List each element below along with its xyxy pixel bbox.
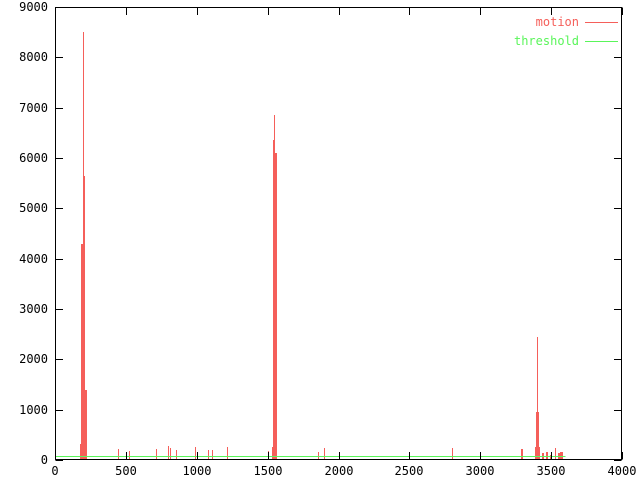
legend-item-threshold: threshold bbox=[514, 32, 618, 51]
svg-text:2000: 2000 bbox=[19, 352, 48, 366]
svg-text:500: 500 bbox=[115, 464, 137, 478]
legend-line-motion-icon bbox=[585, 22, 618, 23]
svg-text:0: 0 bbox=[51, 464, 58, 478]
svg-text:4000: 4000 bbox=[608, 464, 637, 478]
svg-text:1500: 1500 bbox=[254, 464, 283, 478]
svg-text:1000: 1000 bbox=[19, 403, 48, 417]
svg-text:3000: 3000 bbox=[466, 464, 495, 478]
legend-item-motion: motion bbox=[514, 13, 618, 32]
svg-text:5000: 5000 bbox=[19, 201, 48, 215]
svg-text:7000: 7000 bbox=[19, 101, 48, 115]
svg-text:3000: 3000 bbox=[19, 302, 48, 316]
legend-line-threshold-icon bbox=[585, 41, 618, 42]
svg-text:1000: 1000 bbox=[183, 464, 212, 478]
legend: motion threshold bbox=[514, 13, 618, 51]
svg-text:4000: 4000 bbox=[19, 252, 48, 266]
legend-label-motion: motion bbox=[535, 15, 579, 29]
svg-text:0: 0 bbox=[41, 453, 48, 467]
svg-text:9000: 9000 bbox=[19, 0, 48, 14]
legend-label-threshold: threshold bbox=[513, 34, 579, 48]
svg-text:8000: 8000 bbox=[19, 50, 48, 64]
svg-text:2500: 2500 bbox=[395, 464, 424, 478]
svg-text:2000: 2000 bbox=[325, 464, 354, 478]
svg-text:3500: 3500 bbox=[537, 464, 566, 478]
svg-text:6000: 6000 bbox=[19, 151, 48, 165]
